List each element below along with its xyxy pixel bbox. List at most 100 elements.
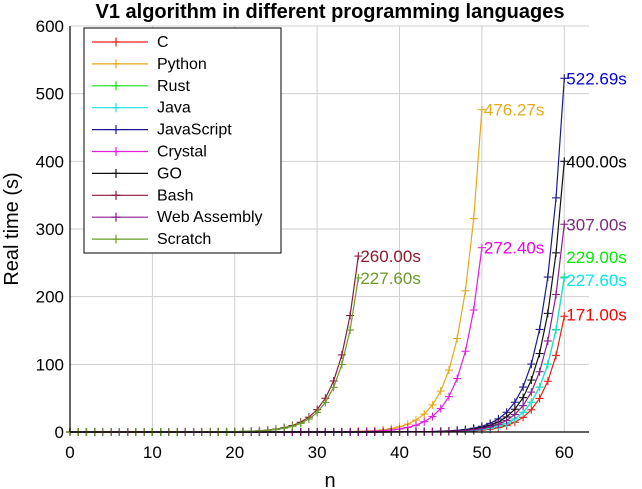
y-tick-label: 0 [55,423,64,442]
data-point-web-assembly [552,290,561,299]
data-point-python [436,387,445,396]
y-tick-label: 300 [36,220,64,239]
data-point-crystal [436,404,445,413]
legend-label: Java [157,100,191,117]
x-tick-label: 10 [143,443,162,462]
x-tick-label: 0 [65,443,74,462]
end-value-label-bash: 260.00s [360,247,421,266]
end-value-label-crystal: 272.40s [484,239,545,258]
data-point-javascript [527,360,536,369]
legend-item-scratch: Scratch [92,231,211,248]
end-value-label-python: 476.27s [484,101,545,120]
data-point-go [552,248,561,257]
legend-item-bash: Bash [92,187,193,204]
data-point-web-assembly [510,410,519,419]
data-point-web-assembly [560,220,569,229]
data-point-web-assembly [502,416,511,425]
data-point-web-assembly [453,427,462,436]
data-point-javascript [510,398,519,407]
data-point-c [552,351,561,360]
legend-item-c: C [92,34,169,51]
legend-item-go: GO [92,165,182,182]
data-point-go [560,157,569,166]
data-point-python [469,214,478,223]
data-point-scratch [329,383,338,392]
data-point-scratch [247,427,256,436]
data-point-crystal [420,417,429,426]
legend-item-javascript: JavaScript [92,122,232,139]
y-axis-label: Real time (s) [1,172,23,285]
data-point-c [527,405,536,414]
legend: C Python Rust Java JavaScript Crystal GO Bash We… [83,27,282,254]
data-point-java [552,326,561,335]
data-point-javascript [560,74,569,83]
data-point-scratch [354,273,363,282]
y-tick-label: 600 [36,17,64,36]
data-point-python [453,334,462,343]
legend-item-python: Python [92,56,207,73]
data-point-go [535,349,544,358]
legend-label: JavaScript [157,122,232,139]
x-axis-label: n [324,470,335,489]
legend-label: Rust [157,78,190,95]
data-point-c [560,312,569,321]
y-tick-label: 200 [36,288,64,307]
data-point-web-assembly [477,424,486,433]
data-point-web-assembly [527,388,536,397]
data-point-web-assembly [486,422,495,431]
data-point-go [543,309,552,318]
data-point-python [444,366,453,375]
legend-label: Web Assembly [157,209,263,226]
data-point-python [477,105,486,114]
data-point-crystal [453,374,462,383]
y-tick-label: 500 [36,85,64,104]
data-point-scratch [255,426,264,435]
legend-item-crystal: Crystal [92,144,207,161]
data-point-javascript [519,383,528,392]
data-point-scratch [337,360,346,369]
data-point-javascript [543,273,552,282]
x-tick-label: 50 [472,443,491,462]
data-point-java [560,273,569,282]
x-tick-label: 60 [555,443,574,462]
data-point-scratch [304,415,313,424]
end-value-label-rust: 229.00s [566,248,627,267]
x-tick-label: 40 [390,443,409,462]
data-point-scratch [288,422,297,431]
legend-item-rust: Rust [92,78,190,95]
data-point-crystal [469,305,478,314]
data-point-crystal [428,412,437,421]
data-point-crystal [444,392,453,401]
legend-label: Crystal [157,144,207,161]
data-point-go [519,393,528,402]
end-value-label-c: 171.00s [566,305,627,324]
data-point-web-assembly [519,401,528,410]
end-value-label-scratch: 227.60s [360,269,421,288]
data-point-scratch [263,426,272,435]
y-tick-label: 400 [36,152,64,171]
data-point-web-assembly [444,427,453,436]
data-point-crystal [477,243,486,252]
data-point-java [543,360,552,369]
data-point-java [519,408,528,417]
legend-item-java: Java [92,100,191,117]
x-tick-label: 30 [308,443,327,462]
data-point-python [461,286,470,295]
data-point-python [428,400,437,409]
data-point-c [535,394,544,403]
x-tick-label: 20 [225,443,244,462]
end-value-label-java: 227.60s [566,271,627,290]
data-point-scratch [313,408,322,417]
data-point-scratch [321,398,330,407]
data-point-crystal [461,347,470,356]
data-point-bash [354,252,363,261]
data-point-java [535,383,544,392]
data-point-web-assembly [535,367,544,376]
data-point-scratch [280,424,289,433]
data-point-javascript [552,193,561,202]
end-value-label-web-assembly: 307.00s [566,215,627,234]
data-point-c [543,377,552,386]
